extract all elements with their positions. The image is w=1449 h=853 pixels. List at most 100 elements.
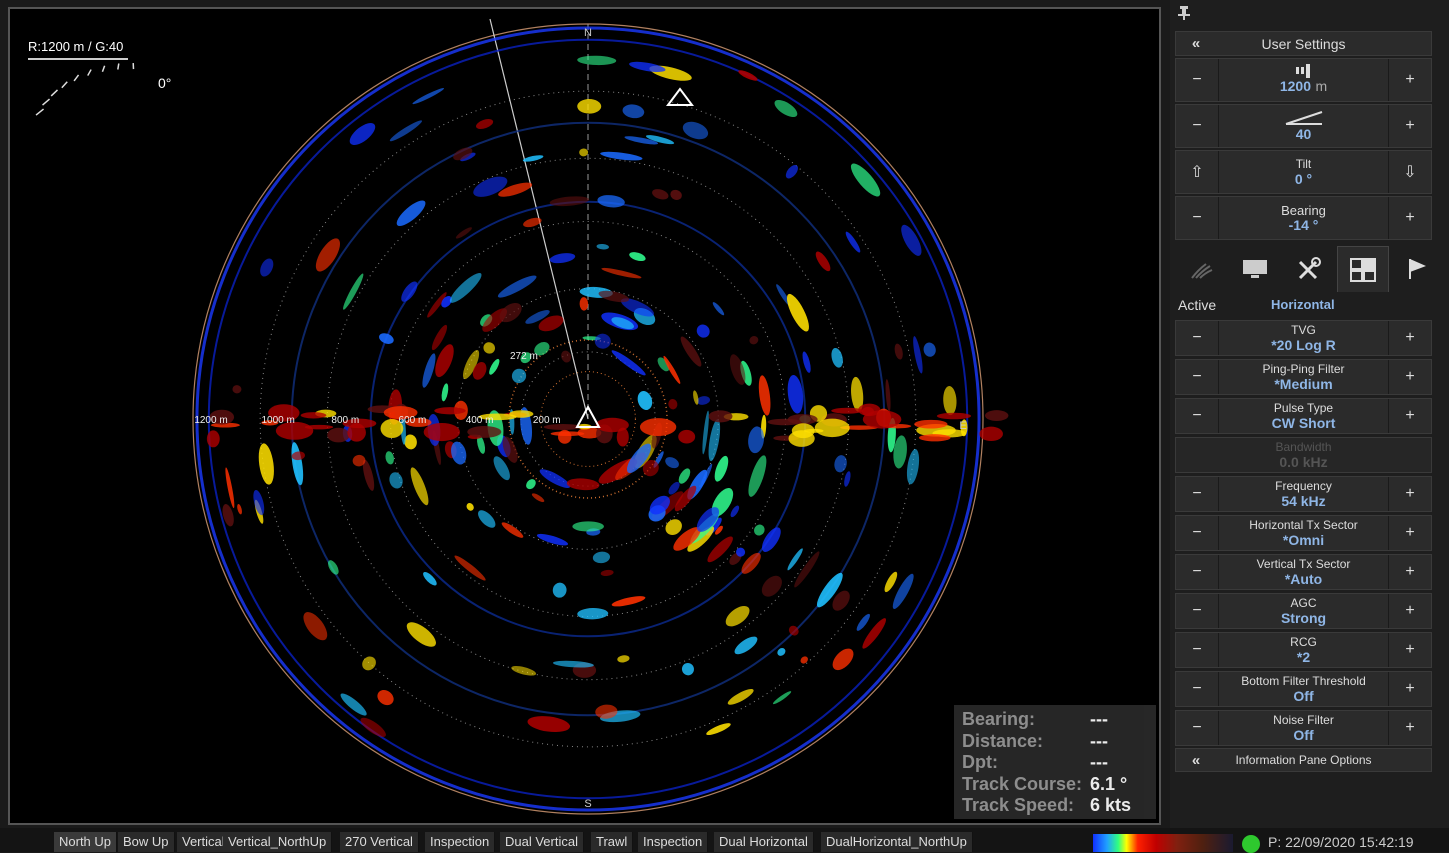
setting-label: AGC (1290, 597, 1316, 610)
echo-blob (919, 434, 951, 441)
echo-blob (311, 235, 344, 275)
view-mode-tab[interactable]: Vertical_NorthUp (223, 832, 332, 852)
echo-blob (549, 195, 589, 208)
setting-decrease-button[interactable]: − (1176, 555, 1219, 589)
settings-tabs (1175, 246, 1445, 292)
info-row: Track Course:6.1 ° (962, 774, 1148, 796)
setting-label: Pulse Type (1274, 402, 1333, 415)
tab-markers[interactable] (1391, 246, 1443, 292)
bearing-decrease-button[interactable]: − (1176, 197, 1219, 239)
view-mode-tab[interactable]: 270 Vertical (340, 832, 419, 852)
view-mode-tab[interactable]: North Up (54, 832, 117, 852)
echo-blob (885, 379, 892, 412)
view-mode-tab[interactable]: Trawl (591, 832, 633, 852)
setting-decrease-button[interactable]: − (1176, 633, 1219, 667)
range-label: 600 m (399, 415, 427, 426)
side-panel: « User Settings − 1200 m + − 40 + ⇧ Tilt… (1170, 0, 1449, 828)
setting-decrease-button[interactable]: − (1176, 477, 1219, 511)
setting-increase-button[interactable]: + (1388, 594, 1431, 628)
echo-blob (843, 471, 852, 488)
tilt-down-button[interactable]: ⇩ (1388, 151, 1431, 193)
setting-increase-button[interactable]: + (1388, 555, 1431, 589)
tab-sonar[interactable] (1175, 246, 1227, 292)
tab-tools[interactable] (1283, 246, 1335, 292)
echo-blob (374, 687, 396, 708)
setting-label: TVG (1291, 324, 1316, 337)
echo-blob (610, 348, 648, 378)
echo-blob (596, 243, 609, 249)
echo-blob (566, 477, 600, 491)
echo-blob (577, 55, 616, 65)
setting-decrease-button[interactable]: − (1176, 321, 1219, 355)
echo-blob (522, 154, 544, 163)
echo-blob (757, 375, 773, 417)
view-mode-tab[interactable]: Inspection (425, 832, 495, 852)
setting-value: *Omni (1283, 532, 1324, 548)
user-settings-button[interactable]: « User Settings (1175, 31, 1432, 56)
setting-increase-button[interactable]: + (1388, 672, 1431, 706)
compass-east-label: E (959, 420, 966, 432)
status-indicator (1242, 835, 1260, 853)
echo-blob (347, 423, 366, 441)
tab-layout[interactable] (1337, 246, 1389, 292)
setting-decrease-button[interactable]: − (1176, 711, 1219, 745)
echo-blob (833, 454, 848, 473)
tab-display[interactable] (1229, 246, 1281, 292)
setting-decrease-button[interactable]: − (1176, 399, 1219, 433)
setting-decrease-button[interactable]: − (1176, 672, 1219, 706)
echo-blob (786, 547, 805, 572)
echo-blob (943, 386, 958, 416)
gain-decrease-button[interactable]: − (1176, 105, 1219, 147)
setting-increase-button[interactable]: + (1388, 633, 1431, 667)
echo-blob (711, 301, 725, 317)
setting-increase-button[interactable]: + (1388, 711, 1431, 745)
info-row: Dpt:--- (962, 752, 1148, 774)
echo-blob (680, 661, 696, 677)
setting-decrease-button[interactable]: − (1176, 594, 1219, 628)
layout-icon (1350, 258, 1376, 282)
range-label: 1000 m (261, 415, 294, 426)
echo-blob (882, 570, 899, 594)
echo-blob (758, 572, 786, 601)
echo-blob (752, 523, 767, 538)
info-label: Distance: (962, 731, 1090, 753)
setting-increase-button[interactable]: + (1388, 516, 1431, 550)
view-mode-tab[interactable]: DualHorizontal_NorthUp (821, 832, 973, 852)
echo-blob (667, 398, 678, 410)
view-mode-tab[interactable]: Inspection (638, 832, 708, 852)
information-pane-options-button[interactable]: « Information Pane Options (1175, 748, 1432, 772)
setting-increase-button[interactable]: + (1388, 477, 1431, 511)
info-value: --- (1090, 731, 1108, 753)
echo-blob (784, 163, 801, 181)
info-value: 6.1 ° (1090, 774, 1127, 796)
echo-blob (722, 602, 753, 630)
gain-increase-button[interactable]: + (1388, 105, 1431, 147)
echo-blob (524, 477, 538, 491)
echo-blob (914, 420, 947, 429)
echo-blob (424, 423, 460, 441)
view-mode-tab[interactable]: Dual Horizontal (714, 832, 814, 852)
pin-icon[interactable] (1178, 6, 1190, 20)
cursor-range-label: 272 m (510, 351, 538, 362)
view-mode-tab[interactable]: Dual Vertical (500, 832, 584, 852)
setting-decrease-button[interactable]: − (1176, 516, 1219, 550)
tilt-tick (88, 70, 91, 76)
setting-decrease-button[interactable]: − (1176, 360, 1219, 394)
compass-south-label: S (584, 798, 591, 810)
range-decrease-button[interactable]: − (1176, 59, 1219, 101)
setting-control: −Vertical Tx Sector*Auto+ (1175, 554, 1432, 590)
range-label: 400 m (466, 415, 494, 426)
setting-increase-button[interactable]: + (1388, 321, 1431, 355)
setting-control: −Ping-Ping Filter*Medium+ (1175, 359, 1432, 395)
view-mode-tab[interactable]: Bow Up (118, 832, 175, 852)
tilt-up-button[interactable]: ⇧ (1176, 151, 1219, 193)
info-label: Track Speed: (962, 795, 1090, 817)
setting-increase-button[interactable]: + (1388, 399, 1431, 433)
bearing-increase-button[interactable]: + (1388, 197, 1431, 239)
setting-increase-button[interactable]: + (1388, 360, 1431, 394)
range-increase-button[interactable]: + (1388, 59, 1431, 101)
echo-blob (536, 532, 569, 548)
